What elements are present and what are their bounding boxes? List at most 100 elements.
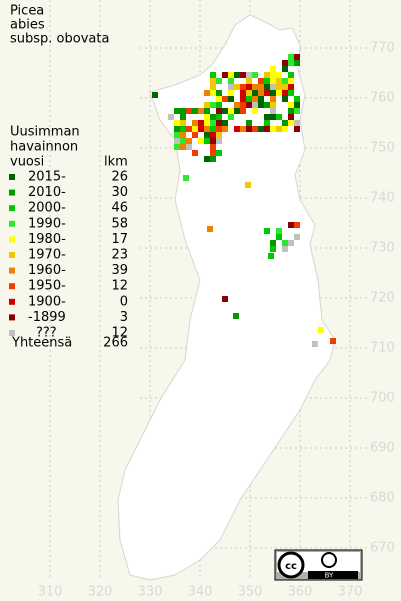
grid-cell	[186, 144, 192, 150]
legend: 2015- 26 2010- 30 2000- 46 1990- 58 1980- 17 1970-…	[9, 170, 128, 341]
grid-cell	[192, 126, 198, 132]
grid-cell	[192, 132, 198, 138]
grid-cell	[282, 96, 288, 102]
grid-cell	[282, 240, 288, 246]
legend-count: 12	[111, 279, 128, 294]
grid-cell	[240, 90, 246, 96]
grid-cell	[276, 228, 282, 234]
grid-cell	[252, 102, 258, 108]
grid-cell	[270, 126, 276, 132]
legend-swatch	[9, 220, 15, 227]
grid-cell	[204, 102, 210, 108]
grid-cell	[228, 96, 234, 102]
grid-cell	[282, 246, 288, 252]
grid-cell	[264, 78, 270, 84]
grid-cell	[288, 222, 294, 228]
grid-cell	[198, 138, 204, 144]
grid-cell	[228, 72, 234, 78]
y-tick-label: 710	[370, 341, 395, 356]
grid-cell	[180, 126, 186, 132]
grid-cell	[152, 92, 158, 98]
grid-cell	[270, 66, 276, 72]
grid-cell	[228, 114, 234, 120]
legend-label: 1980-	[28, 232, 66, 247]
grid-cell	[276, 234, 282, 240]
grid-cell	[264, 90, 270, 96]
grid-cell	[240, 108, 246, 114]
grid-cell	[198, 120, 204, 126]
legend-swatch	[9, 174, 15, 180]
grid-cell	[276, 72, 282, 78]
grid-cell	[270, 90, 276, 96]
grid-cell	[204, 138, 210, 144]
x-tick-label: 320	[88, 585, 113, 600]
grid-cell	[258, 78, 264, 84]
legend-count: 17	[111, 232, 128, 247]
grid-cell	[234, 126, 240, 132]
y-tick-label: 680	[370, 491, 395, 506]
grid-cell	[264, 84, 270, 90]
grid-cell	[258, 96, 264, 102]
grid-cell	[204, 108, 210, 114]
grid-cell	[210, 102, 216, 108]
title-line: subsp. obovata	[10, 32, 109, 47]
legend-label: -1899	[28, 310, 66, 325]
legend-label: 1950-	[28, 279, 66, 294]
grid-cell	[186, 108, 192, 114]
grid-cell	[264, 102, 270, 108]
grid-cell	[282, 120, 288, 126]
grid-cell	[246, 126, 252, 132]
x-tick-label: 330	[138, 585, 163, 600]
grid-cell	[245, 182, 251, 188]
grid-cell	[246, 72, 252, 78]
x-tick-label: 370	[338, 585, 363, 600]
grid-cell	[204, 90, 210, 96]
grid-cell	[210, 120, 216, 126]
legend-label: 1900-	[28, 294, 66, 309]
grid-cell	[294, 120, 300, 126]
grid-cell	[240, 96, 246, 102]
grid-cell	[252, 72, 258, 78]
legend-label: 2010-	[28, 185, 66, 200]
by-icon	[321, 552, 337, 568]
grid-cell	[174, 138, 180, 144]
legend-count: 26	[111, 170, 128, 185]
grid-cell	[180, 108, 186, 114]
grid-cell	[270, 84, 276, 90]
grid-cell	[222, 120, 228, 126]
y-tick-label: 720	[370, 291, 395, 306]
grid-cell	[186, 138, 192, 144]
grid-cell	[258, 102, 264, 108]
grid-cell	[270, 114, 276, 120]
cc-icon-text: cc	[285, 561, 297, 572]
grid-cell	[246, 84, 252, 90]
grid-cell	[207, 226, 213, 232]
grid-cell	[210, 114, 216, 120]
legend-label: 1990-	[28, 216, 66, 231]
badge-text: BY	[325, 572, 334, 580]
legend-swatch	[9, 205, 15, 212]
grid-cell	[216, 126, 222, 132]
legend-swatch	[9, 189, 15, 196]
legend-swatch	[9, 236, 15, 243]
grid-cell	[180, 132, 186, 138]
legend-swatch	[9, 283, 15, 290]
grid-cell	[258, 84, 264, 90]
grid-cell	[240, 102, 246, 108]
grid-cell	[168, 114, 174, 120]
grid-cell	[222, 126, 228, 132]
grid-cell	[222, 72, 228, 78]
grid-cell	[288, 60, 294, 66]
grid-cell	[264, 126, 270, 132]
grid-cell	[282, 66, 288, 72]
grid-cell	[216, 120, 222, 126]
grid-cell	[276, 90, 282, 96]
grid-cell	[228, 108, 234, 114]
grid-cell	[246, 120, 252, 126]
grid-cell	[268, 253, 274, 259]
grid-cell	[180, 120, 186, 126]
title-line: abies	[10, 18, 45, 33]
y-tick-label: 700	[370, 391, 395, 406]
x-tick-label: 360	[288, 585, 313, 600]
grid-cell	[276, 84, 282, 90]
